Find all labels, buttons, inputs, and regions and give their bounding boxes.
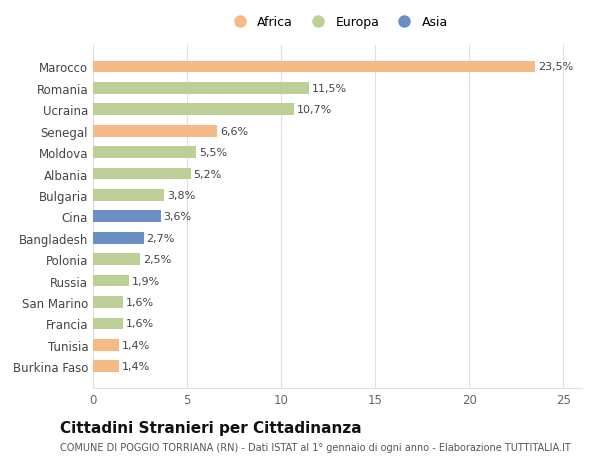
Bar <box>93 211 161 223</box>
Text: 5,5%: 5,5% <box>199 148 227 158</box>
Bar <box>93 190 164 202</box>
Bar <box>93 104 294 116</box>
Bar <box>93 168 191 180</box>
Bar <box>93 361 119 372</box>
Bar <box>93 83 309 95</box>
Bar <box>93 232 144 244</box>
Text: COMUNE DI POGGIO TORRIANA (RN) - Dati ISTAT al 1° gennaio di ogni anno - Elabora: COMUNE DI POGGIO TORRIANA (RN) - Dati IS… <box>60 442 571 452</box>
Bar <box>93 147 196 159</box>
Text: 23,5%: 23,5% <box>538 62 573 73</box>
Text: 1,6%: 1,6% <box>126 297 154 308</box>
Text: 3,6%: 3,6% <box>164 212 191 222</box>
Text: 1,4%: 1,4% <box>122 340 151 350</box>
Bar <box>93 126 217 137</box>
Bar <box>93 62 535 73</box>
Bar <box>93 254 140 265</box>
Bar <box>93 297 123 308</box>
Text: Cittadini Stranieri per Cittadinanza: Cittadini Stranieri per Cittadinanza <box>60 420 362 435</box>
Bar <box>93 318 123 330</box>
Legend: Africa, Europa, Asia: Africa, Europa, Asia <box>222 11 453 34</box>
Text: 1,6%: 1,6% <box>126 319 154 329</box>
Text: 3,8%: 3,8% <box>167 190 196 201</box>
Text: 6,6%: 6,6% <box>220 126 248 136</box>
Text: 1,9%: 1,9% <box>131 276 160 286</box>
Text: 2,7%: 2,7% <box>146 233 175 243</box>
Text: 11,5%: 11,5% <box>312 84 347 94</box>
Text: 5,2%: 5,2% <box>194 169 222 179</box>
Text: 10,7%: 10,7% <box>297 105 332 115</box>
Text: 1,4%: 1,4% <box>122 361 151 371</box>
Bar <box>93 339 119 351</box>
Text: 2,5%: 2,5% <box>143 255 171 264</box>
Bar <box>93 275 129 287</box>
